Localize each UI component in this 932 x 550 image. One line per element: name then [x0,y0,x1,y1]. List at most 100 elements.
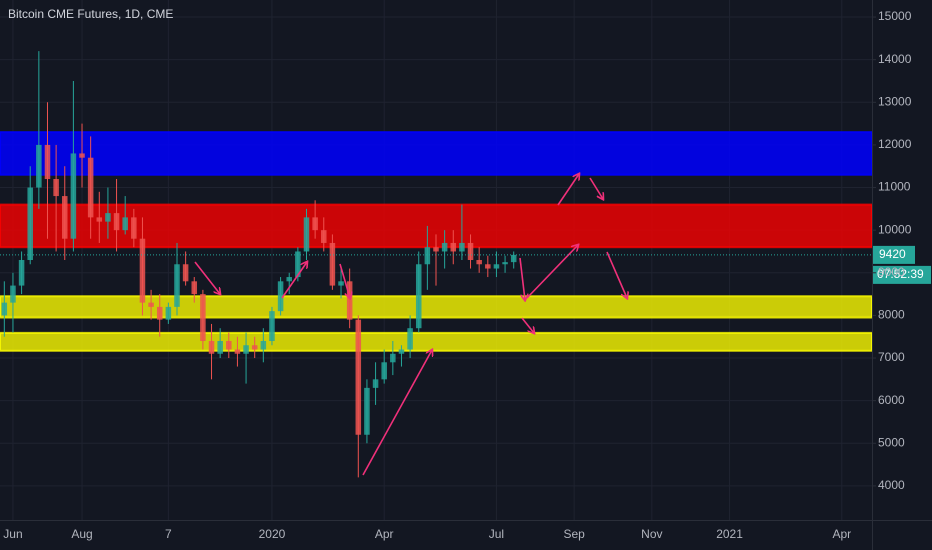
x-tick-label: 2021 [716,527,743,541]
candle-body [200,294,206,341]
overlay: 9420 07:52:39 [0,245,931,284]
candle-body [303,217,310,252]
candle-body [269,311,275,341]
candle-body [277,281,284,312]
price-zone [0,295,873,319]
candle-body [87,157,94,218]
candle-body [441,242,448,252]
y-tick-label: 4000 [878,478,905,492]
arrow [362,350,432,476]
price-zone [0,331,873,352]
candle-body [346,281,353,320]
candle-body [467,242,474,260]
candle-body [96,217,103,222]
y-tick-label: 5000 [878,435,905,449]
candle-body [398,349,405,354]
x-tick-label: Jun [3,527,22,541]
arrow [526,245,578,299]
y-tick-label: 7000 [878,350,905,364]
candle-body [485,264,491,269]
candle-body [312,217,318,231]
y-tick-label: 9000 [878,265,905,279]
candle-body [148,302,154,307]
candle-body [459,242,465,252]
x-tick-label: Apr [375,527,394,541]
candle-body [1,302,8,316]
candle-body [476,260,482,265]
candle-body [122,217,128,231]
candle-body [79,153,85,158]
chart-title: Bitcoin CME Futures, 1D, CME [8,7,173,21]
y-tick-label: 11000 [878,180,911,194]
arrow [281,262,307,299]
last-price-box [873,245,915,264]
arrow [606,251,627,298]
candle-body [10,285,16,303]
countdown-label: 07:52:39 [877,267,924,281]
candle-body [433,247,439,252]
candle-body [355,319,362,435]
candle-body [450,242,457,252]
x-tick-label: Sep [563,527,585,541]
candle-body [372,379,379,388]
candle-body [139,238,146,303]
candle-body [424,247,431,265]
candle-body [390,353,396,363]
candles [1,51,517,478]
x-tick-label: Apr [832,527,851,541]
y-tick-label: 12000 [878,137,912,151]
candle-body [510,254,517,263]
candle-body [182,264,189,282]
x-tick-label: 7 [165,527,172,541]
candle-body [36,144,42,188]
candle-body [493,264,500,269]
candle-body [27,187,33,260]
candle-body [407,328,413,350]
candle-body [320,230,327,243]
annotation-arrows [194,174,627,476]
last-price-label: 9420 [879,247,906,261]
x-tick-label: Jul [489,527,504,541]
candle-body [243,345,249,354]
arrow [521,317,534,333]
candle-body [191,281,198,295]
arrow [339,263,350,298]
candle-body [217,340,223,354]
candle-body [234,349,241,354]
candle-body [502,262,508,265]
candle-body [53,179,59,197]
x-tick-label: Nov [641,527,662,541]
price-zone [0,131,873,176]
candle-body [295,251,301,278]
candle-body [208,340,215,354]
candle-body [329,242,336,286]
arrow [194,261,220,294]
arrow [589,177,603,199]
candle-body [260,340,267,350]
candle-body [44,144,51,180]
y-tick-label: 8000 [878,308,905,322]
x-tick-label: 2020 [259,527,286,541]
candle-body [18,260,25,286]
candle-body [70,153,77,239]
candle-body [61,196,68,239]
y-tick-label: 14000 [878,52,912,66]
candle-body [131,217,137,239]
candle-body [156,306,163,320]
y-tick-label: 10000 [878,222,912,236]
x-tick-label: Aug [71,527,92,541]
candle-body [286,277,292,282]
arrow [519,257,525,300]
y-tick-label: 13000 [878,94,912,108]
zones [0,131,873,352]
candle-body [415,264,422,329]
arrow [557,174,579,206]
countdown-box [873,265,931,284]
candle-body [174,264,180,307]
candle-body [338,281,344,286]
candle-body [364,387,370,435]
candle-body [105,213,111,222]
